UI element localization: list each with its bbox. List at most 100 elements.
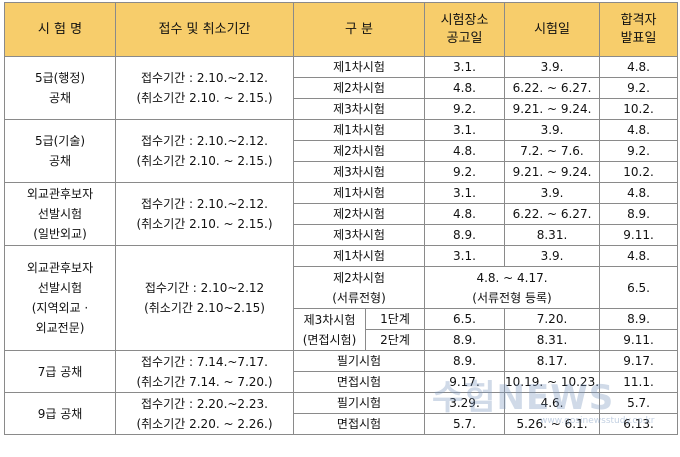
result-date-cell: 4.8.	[599, 182, 679, 204]
section-cell: 제2차시험	[293, 77, 425, 99]
section-cell: 제1차시험	[293, 119, 425, 141]
venue-date-cell: 3.1.	[424, 56, 505, 78]
exam-date-cell: 10.19. ~ 10.23.	[503, 371, 601, 393]
section-cell: 제1차시험	[293, 245, 425, 267]
exam-date-cell: 8.31.	[503, 224, 601, 246]
exam-name-cell: 7급 공채	[4, 350, 116, 393]
exam-date-cell: 5.26. ~ 6.1.	[503, 413, 601, 435]
header-result-date: 합격자 발표일	[599, 2, 679, 57]
table-row: 5급(기술) 공채 접수기간 : 2.10.~2.12. (취소기간 2.10.…	[4, 119, 679, 183]
table-row: 외교관후보자 선발시험 (지역외교 · 외교전문) 접수기간 : 2.10~2.…	[4, 245, 679, 351]
venue-date-cell: 9.2.	[424, 161, 505, 183]
header-exam-name: 시 험 명	[4, 2, 116, 57]
table-row: 면접시험 5.7. 5.26. ~ 6.1. 6.13.	[5, 413, 679, 435]
exam-date-cell: 3.9.	[503, 56, 601, 78]
result-date-cell: 10.2.	[599, 98, 679, 120]
period-cell: 접수기간 : 2.10.~2.12. (취소기간 2.10. ~ 2.15.)	[115, 56, 294, 120]
section-cell: 제2차시험	[293, 140, 425, 162]
result-date-cell: 9.2.	[599, 140, 679, 162]
section-cell: 제1차시험	[293, 182, 425, 204]
exam-name-cell: 5급(기술) 공채	[4, 119, 116, 183]
result-date-cell: 10.2.	[599, 161, 679, 183]
table-row: 제2차시험 4.8. 6.22. ~ 6.27. 8.9.	[5, 203, 679, 225]
section-cell: 필기시험	[293, 392, 425, 414]
period-cell: 접수기간 : 2.10.~2.12. (취소기간 2.10. ~ 2.15.)	[115, 182, 294, 246]
table-row: 5급(행정) 공채 접수기간 : 2.10.~2.12. (취소기간 2.10.…	[4, 56, 679, 120]
table-row: 면접시험 9.17. 10.19. ~ 10.23. 11.1.	[5, 371, 679, 393]
result-date-cell: 8.9.	[599, 308, 679, 330]
venue-date-cell: 3.1.	[424, 182, 505, 204]
exam-date-cell: 8.17.	[503, 350, 601, 372]
venue-date-cell: 8.9.	[424, 329, 505, 351]
table-row: 제3차시험 9.2. 9.21. ~ 9.24. 10.2.	[5, 161, 679, 183]
section-cell: 제3차시험	[293, 98, 425, 120]
period-cell: 접수기간 : 2.20.~2.23. (취소기간 2.20. ~ 2.26.)	[115, 392, 294, 435]
result-date-cell: 9.11.	[599, 329, 679, 351]
section-cell: 제3차시험	[293, 161, 425, 183]
result-date-cell: 6.13.	[599, 413, 679, 435]
exam-date-cell: 3.9.	[503, 245, 601, 267]
header-row: 시 험 명 접수 및 취소기간 구 분 시험장소 공고일 시험일 합격자 발표일	[4, 2, 679, 57]
period-cell: 접수기간 : 2.10.~2.12. (취소기간 2.10. ~ 2.15.)	[115, 119, 294, 183]
table-row: 제2차시험 (서류전형) 4.8. ~ 4.17. (서류전형 등록) 6.5.	[5, 266, 679, 309]
schedule-table-container: 시 험 명 접수 및 취소기간 구 분 시험장소 공고일 시험일 합격자 발표일…	[4, 2, 679, 435]
exam-date-cell: 7.20.	[503, 308, 601, 330]
venue-date-cell: 4.8.	[424, 77, 505, 99]
result-date-cell: 5.7.	[599, 392, 679, 414]
exam-date-cell: 6.22. ~ 6.27.	[503, 203, 601, 225]
venue-date-cell: 9.17.	[424, 371, 505, 393]
section-cell: 필기시험	[293, 350, 425, 372]
exam-name-cell: 9급 공채	[4, 392, 116, 435]
document-screening-period-cell: 4.8. ~ 4.17. (서류전형 등록)	[423, 266, 601, 309]
section-cell: 제3차시험 (면접시험)	[293, 308, 366, 351]
section-cell: 제2차시험	[293, 203, 425, 225]
period-cell: 접수기간 : 2.10~2.12 (취소기간 2.10~2.15)	[115, 245, 294, 351]
venue-date-cell: 9.2.	[424, 98, 505, 120]
result-date-cell: 4.8.	[599, 119, 679, 141]
exam-name-cell: 5급(행정) 공채	[4, 56, 116, 120]
exam-date-cell: 4.6.	[503, 392, 601, 414]
table-row: 외교관후보자 선발시험 (일반외교) 접수기간 : 2.10.~2.12. (취…	[4, 182, 679, 246]
exam-date-cell: 8.31.	[503, 329, 601, 351]
exam-date-cell: 3.9.	[503, 182, 601, 204]
venue-date-cell: 3.29.	[424, 392, 505, 414]
table-row: 제3차시험 (면접시험) 1단계 6.5. 7.20. 8.9.	[5, 308, 679, 351]
result-date-cell: 6.5.	[599, 266, 679, 309]
exam-date-cell: 9.21. ~ 9.24.	[503, 161, 601, 183]
exam-date-cell: 7.2. ~ 7.6.	[503, 140, 601, 162]
venue-date-cell: 6.5.	[424, 308, 505, 330]
section-cell: 면접시험	[293, 413, 425, 435]
section-cell: 제1차시험	[293, 56, 425, 78]
period-cell: 접수기간 : 7.14.~7.17. (취소기간 7.14. ~ 7.20.)	[115, 350, 294, 393]
table-row: 제2차시험 4.8. 7.2. ~ 7.6. 9.2.	[5, 140, 679, 162]
header-section: 구 분	[293, 2, 425, 57]
header-exam-date: 시험일	[503, 2, 601, 57]
header-venue-announce: 시험장소 공고일	[424, 2, 505, 57]
result-date-cell: 9.2.	[599, 77, 679, 99]
result-date-cell: 9.11.	[599, 224, 679, 246]
venue-date-cell: 4.8.	[424, 203, 505, 225]
result-date-cell: 4.8.	[599, 56, 679, 78]
exam-date-cell: 9.21. ~ 9.24.	[503, 98, 601, 120]
venue-date-cell: 5.7.	[424, 413, 505, 435]
venue-date-cell: 3.1.	[424, 245, 505, 267]
stage-cell: 2단계	[365, 329, 425, 351]
table-row: 2단계 8.9. 8.31. 9.11.	[5, 329, 679, 351]
header-period: 접수 및 취소기간	[115, 2, 294, 57]
table-row: 7급 공채 접수기간 : 7.14.~7.17. (취소기간 7.14. ~ 7…	[4, 350, 679, 393]
section-cell: 제2차시험 (서류전형)	[293, 266, 425, 309]
exam-date-cell: 6.22. ~ 6.27.	[503, 77, 601, 99]
section-cell: 면접시험	[293, 371, 425, 393]
exam-schedule-table: 시 험 명 접수 및 취소기간 구 분 시험장소 공고일 시험일 합격자 발표일…	[4, 2, 679, 435]
exam-name-cell: 외교관후보자 선발시험 (지역외교 · 외교전문)	[4, 245, 116, 351]
stage-cell: 1단계	[365, 308, 425, 330]
venue-date-cell: 8.9.	[424, 224, 505, 246]
table-row: 제3차시험 8.9. 8.31. 9.11.	[5, 224, 679, 246]
exam-name-cell: 외교관후보자 선발시험 (일반외교)	[4, 182, 116, 246]
section-cell: 제3차시험	[293, 224, 425, 246]
venue-date-cell: 8.9.	[424, 350, 505, 372]
result-date-cell: 8.9.	[599, 203, 679, 225]
exam-date-cell: 3.9.	[503, 119, 601, 141]
result-date-cell: 11.1.	[599, 371, 679, 393]
table-row: 9급 공채 접수기간 : 2.20.~2.23. (취소기간 2.20. ~ 2…	[4, 392, 679, 435]
